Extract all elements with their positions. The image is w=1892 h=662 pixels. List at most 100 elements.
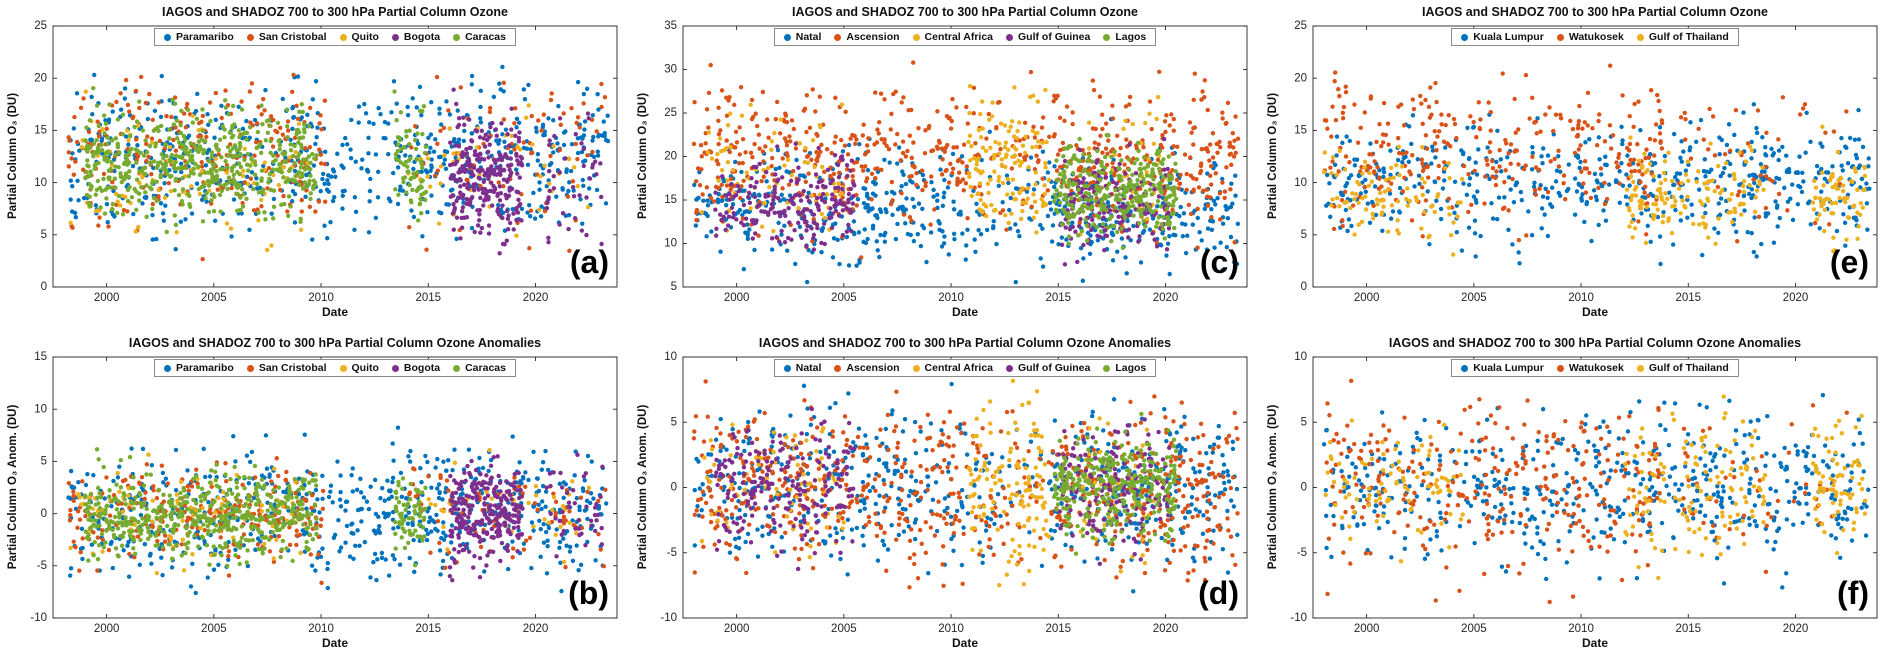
chart-title: IAGOS and SHADOZ 700 to 300 hPa Partial …: [128, 336, 542, 350]
legend-label: Central Africa: [924, 31, 993, 43]
panel-c: IAGOS and SHADOZ 700 to 300 hPa Partial …: [631, 0, 1261, 331]
legend-marker: [1556, 364, 1564, 372]
legend-marker: [1006, 364, 1013, 372]
chart-title: IAGOS and SHADOZ 700 to 300 hPa Partial …: [792, 5, 1138, 19]
legend-item: Bogota: [391, 31, 441, 43]
legend-item: Ascension: [834, 31, 900, 43]
legend-label: Natal: [795, 362, 822, 374]
x-axis-label: Date: [1581, 636, 1608, 650]
panel-letter: (e): [1829, 244, 1869, 280]
panel-e: IAGOS and SHADOZ 700 to 300 hPa Partial …: [1261, 0, 1891, 331]
legend-marker: [246, 33, 254, 41]
x-axis-label: Date: [951, 636, 978, 650]
legend-label: Paramaribo: [176, 362, 234, 374]
x-axis-label: Date: [321, 636, 348, 650]
legend-item: Central Africa: [912, 362, 993, 374]
chart-title: IAGOS and SHADOZ 700 to 300 hPa Partial …: [758, 336, 1172, 350]
legend-label: San Cristobal: [258, 362, 327, 374]
legend-item: Paramaribo: [164, 31, 234, 43]
legend-label: Central Africa: [924, 362, 993, 374]
legend-marker: [783, 364, 791, 372]
legend: Kuala Lumpur Watukosek Gulf of Thailand: [1313, 359, 1877, 377]
legend-marker: [339, 364, 347, 372]
legend-box: Paramaribo San Cristobal Quito Bogota Caraca…: [154, 28, 516, 46]
legend-marker: [164, 364, 172, 372]
panel-letter: (b): [568, 575, 609, 611]
legend-marker: [1103, 364, 1111, 372]
legend-item: Lagos: [1103, 31, 1146, 43]
legend: Paramaribo San Cristobal Quito Bogota Caraca…: [53, 359, 617, 377]
legend-label: Caracas: [465, 362, 506, 374]
legend-marker: [391, 364, 399, 372]
legend-label: Ascension: [846, 31, 900, 43]
legend-item: Quito: [339, 362, 379, 374]
legend-marker: [834, 33, 842, 41]
legend-marker: [453, 33, 461, 41]
legend-item: Gulf of Thailand: [1636, 31, 1729, 43]
legend-marker: [1636, 364, 1644, 372]
legend-marker: [164, 33, 172, 41]
legend-item: Gulf of Guinea: [1006, 31, 1090, 43]
panel-f: IAGOS and SHADOZ 700 to 300 hPa Partial …: [1261, 331, 1891, 662]
legend-label: Lagos: [1115, 362, 1147, 374]
chart-title: IAGOS and SHADOZ 700 to 300 hPa Partial …: [1422, 5, 1768, 19]
legend-marker: [1006, 33, 1013, 41]
y-axis-label: Partial Column O₃ Anom. (DU): [7, 404, 19, 570]
legend-item: Paramaribo: [164, 362, 234, 374]
legend-label: Gulf of Thailand: [1648, 31, 1729, 43]
chart-title: IAGOS and SHADOZ 700 to 300 hPa Partial …: [1388, 336, 1802, 350]
legend-label: Watukosek: [1568, 362, 1624, 374]
x-axis-label: Date: [1581, 305, 1608, 319]
legend-label: Natal: [795, 31, 822, 43]
legend-marker: [1636, 33, 1644, 41]
legend-label: Gulf of Thailand: [1648, 362, 1729, 374]
legend: Paramaribo San Cristobal Quito Bogota Caraca…: [53, 28, 617, 46]
legend-item: Caracas: [453, 31, 506, 43]
scatter-plot-canvas-d: [631, 331, 1261, 662]
legend-marker: [1461, 364, 1469, 372]
legend-box: Natal Ascension Central Africa Gulf of Guin…: [773, 28, 1157, 46]
legend-marker: [834, 364, 842, 372]
legend-marker: [246, 364, 254, 372]
y-axis-label: Partial Column O₃ Anom. (DU): [637, 404, 649, 570]
legend-label: Ascension: [846, 362, 900, 374]
legend-label: Watukosek: [1568, 31, 1624, 43]
legend: Natal Ascension Central Africa Gulf of Guin…: [683, 359, 1247, 377]
panel-letter: (a): [569, 244, 609, 280]
scatter-plot-canvas-f: [1261, 331, 1891, 662]
legend-item: Natal: [783, 362, 822, 374]
legend-item: Central Africa: [912, 31, 993, 43]
chart-title: IAGOS and SHADOZ 700 to 300 hPa Partial …: [162, 5, 508, 19]
scatter-plot-canvas-e: [1261, 0, 1891, 331]
legend-item: Kuala Lumpur: [1461, 362, 1544, 374]
legend-item: Gulf of Thailand: [1636, 362, 1729, 374]
legend-marker: [912, 33, 920, 41]
legend-marker: [1103, 33, 1111, 41]
legend-item: Natal: [783, 31, 822, 43]
legend-marker: [453, 364, 461, 372]
panel-letter: (d): [1198, 575, 1239, 611]
panel-letter: (c): [1199, 244, 1239, 280]
legend-marker: [1556, 33, 1564, 41]
legend-item: Caracas: [453, 362, 506, 374]
legend-marker: [339, 33, 347, 41]
legend-item: Quito: [339, 31, 379, 43]
legend-box: Kuala Lumpur Watukosek Gulf of Thailand: [1451, 359, 1739, 377]
legend-label: Paramaribo: [176, 31, 234, 43]
legend-box: Paramaribo San Cristobal Quito Bogota Caraca…: [154, 359, 516, 377]
legend-item: Ascension: [834, 362, 900, 374]
legend-label: Quito: [351, 31, 379, 43]
legend-label: Caracas: [465, 31, 506, 43]
x-axis-label: Date: [951, 305, 978, 319]
x-axis-label: Date: [321, 305, 348, 319]
legend-box: Natal Ascension Central Africa Gulf of Guin…: [773, 359, 1157, 377]
legend-item: Kuala Lumpur: [1461, 31, 1544, 43]
legend-marker: [1461, 33, 1469, 41]
legend-item: San Cristobal: [246, 362, 327, 374]
legend-item: Gulf of Guinea: [1006, 362, 1090, 374]
legend-label: Bogota: [403, 31, 441, 43]
scatter-plot-canvas-b: [1, 331, 631, 662]
y-axis-label: Partial Column O₃ (DU): [637, 92, 649, 220]
legend-box: Kuala Lumpur Watukosek Gulf of Thailand: [1451, 28, 1739, 46]
